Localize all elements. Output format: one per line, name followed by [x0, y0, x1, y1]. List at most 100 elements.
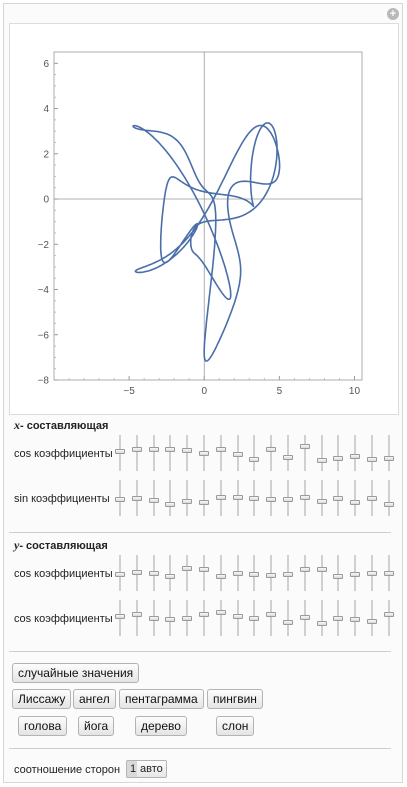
y-cos2-slider[interactable] — [131, 600, 142, 636]
y-cos1-slider[interactable] — [299, 555, 310, 591]
x-sin-slider[interactable] — [115, 480, 125, 516]
y-cos2-slider[interactable] — [215, 600, 226, 636]
x-sin-slider[interactable] — [283, 480, 293, 516]
slider-thumb[interactable] — [316, 499, 327, 505]
x-sin-slider[interactable] — [333, 480, 344, 516]
slider-thumb[interactable] — [299, 444, 310, 450]
y-cos2-slider[interactable] — [232, 600, 243, 636]
y-cos2-slider[interactable] — [316, 600, 327, 636]
random-values-button[interactable]: случайные значения — [12, 663, 140, 683]
x-cos-slider[interactable] — [299, 435, 310, 471]
x-sin-slider[interactable] — [367, 480, 377, 516]
x-cos-slider[interactable] — [182, 435, 193, 471]
slider-thumb[interactable] — [115, 448, 125, 454]
slider-thumb[interactable] — [367, 456, 377, 462]
x-sin-slider[interactable] — [350, 480, 361, 516]
slider-thumb[interactable] — [266, 496, 277, 502]
aspect-option-auto[interactable]: авто — [137, 760, 167, 778]
x-sin-slider[interactable] — [182, 480, 193, 516]
y-cos1-slider[interactable] — [182, 555, 193, 591]
y-cos2-slider[interactable] — [383, 600, 394, 636]
x-cos-slider[interactable] — [131, 435, 142, 471]
slider-thumb[interactable] — [333, 496, 344, 502]
x-cos-slider[interactable] — [215, 435, 226, 471]
slider-thumb[interactable] — [182, 499, 193, 505]
y-cos1-slider[interactable] — [367, 555, 377, 591]
slider-thumb[interactable] — [232, 452, 243, 458]
x-cos-slider[interactable] — [199, 435, 209, 471]
slider-thumb[interactable] — [367, 495, 377, 501]
slider-thumb[interactable] — [232, 494, 243, 500]
slider-thumb[interactable] — [383, 612, 394, 618]
slider-thumb[interactable] — [383, 571, 394, 577]
slider-thumb[interactable] — [199, 567, 209, 573]
slider-thumb[interactable] — [383, 455, 394, 461]
y-cos1-slider[interactable] — [215, 555, 226, 591]
x-cos-slider[interactable] — [383, 435, 394, 471]
slider-thumb[interactable] — [316, 621, 327, 627]
y-cos1-slider[interactable] — [148, 555, 159, 591]
y-cos1-slider[interactable] — [115, 555, 125, 591]
slider-thumb[interactable] — [232, 570, 243, 576]
slider-thumb[interactable] — [249, 456, 260, 462]
preset-yoga-button[interactable]: йога — [78, 716, 115, 736]
slider-thumb[interactable] — [316, 567, 327, 573]
slider-thumb[interactable] — [115, 613, 125, 619]
slider-thumb[interactable] — [165, 617, 176, 623]
y-cos1-slider[interactable] — [131, 555, 142, 591]
slider-thumb[interactable] — [367, 619, 377, 625]
x-cos-slider[interactable] — [367, 435, 377, 471]
x-sin-slider[interactable] — [316, 480, 327, 516]
slider-thumb[interactable] — [249, 572, 260, 578]
slider-thumb[interactable] — [165, 573, 176, 579]
slider-thumb[interactable] — [215, 573, 226, 579]
slider-thumb[interactable] — [316, 458, 327, 464]
x-sin-slider[interactable] — [299, 480, 310, 516]
x-sin-slider[interactable] — [165, 480, 176, 516]
slider-thumb[interactable] — [182, 615, 193, 621]
y-cos1-slider[interactable] — [316, 555, 327, 591]
slider-thumb[interactable] — [232, 613, 243, 619]
preset-lissajous-button[interactable]: Лиссажу — [12, 689, 72, 709]
preset-tree-button[interactable]: дерево — [135, 716, 187, 736]
x-cos-slider[interactable] — [115, 435, 125, 471]
slider-thumb[interactable] — [165, 501, 176, 507]
y-cos1-slider[interactable] — [283, 555, 293, 591]
slider-thumb[interactable] — [199, 611, 209, 617]
y-cos1-slider[interactable] — [350, 555, 361, 591]
x-cos-slider[interactable] — [283, 435, 293, 471]
preset-pentagram-button[interactable]: пентаграмма — [119, 689, 204, 709]
slider-thumb[interactable] — [283, 496, 293, 502]
plus-circle-icon[interactable]: + — [387, 8, 399, 20]
y-cos2-slider[interactable] — [333, 600, 344, 636]
slider-thumb[interactable] — [115, 572, 125, 578]
slider-thumb[interactable] — [333, 615, 344, 621]
slider-thumb[interactable] — [383, 501, 394, 507]
slider-thumb[interactable] — [283, 455, 293, 461]
slider-thumb[interactable] — [148, 570, 159, 576]
slider-thumb[interactable] — [266, 572, 277, 578]
x-cos-slider[interactable] — [148, 435, 159, 471]
slider-thumb[interactable] — [333, 573, 344, 579]
slider-thumb[interactable] — [131, 496, 142, 502]
x-cos-slider[interactable] — [316, 435, 327, 471]
slider-thumb[interactable] — [182, 565, 193, 571]
x-sin-slider[interactable] — [148, 480, 159, 516]
slider-thumb[interactable] — [350, 617, 361, 623]
x-sin-slider[interactable] — [266, 480, 277, 516]
slider-thumb[interactable] — [131, 447, 142, 453]
slider-thumb[interactable] — [266, 446, 277, 452]
x-sin-slider[interactable] — [249, 480, 260, 516]
slider-thumb[interactable] — [350, 453, 361, 459]
x-sin-slider[interactable] — [383, 480, 394, 516]
slider-thumb[interactable] — [333, 456, 344, 462]
x-sin-slider[interactable] — [232, 480, 243, 516]
slider-thumb[interactable] — [249, 496, 260, 502]
slider-thumb[interactable] — [148, 446, 159, 452]
y-cos1-slider[interactable] — [165, 555, 176, 591]
slider-thumb[interactable] — [350, 500, 361, 506]
x-cos-slider[interactable] — [350, 435, 361, 471]
y-cos2-slider[interactable] — [283, 600, 293, 636]
slider-thumb[interactable] — [367, 570, 377, 576]
slider-thumb[interactable] — [131, 569, 142, 575]
